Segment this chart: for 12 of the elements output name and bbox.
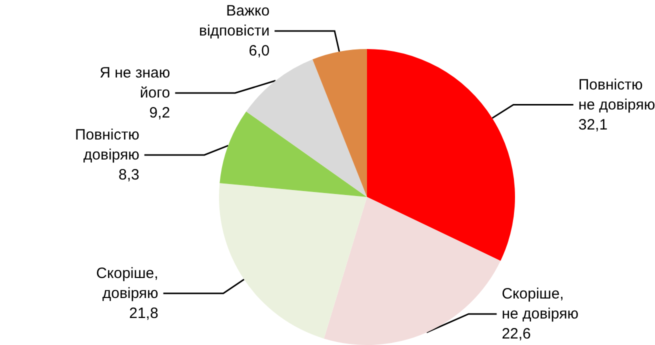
- slice-label: Я не знаю його: [100, 64, 170, 102]
- slice-label: Повністю довіряю: [75, 126, 140, 164]
- slice-label: Важко відповісти: [199, 2, 270, 40]
- data-label: 21,8: [129, 304, 158, 322]
- data-label: 32,1: [578, 116, 608, 134]
- data-label: 22,6: [502, 326, 531, 342]
- slice-label: Повністю не довіряю: [578, 76, 655, 114]
- slice-label: Скоріше, не довіряю: [502, 286, 578, 322]
- data-label: 6,0: [248, 42, 270, 60]
- data-label: 8,3: [118, 166, 140, 184]
- slice-label: Скоріше, довіряю: [96, 264, 158, 302]
- data-label: 9,2: [149, 104, 170, 122]
